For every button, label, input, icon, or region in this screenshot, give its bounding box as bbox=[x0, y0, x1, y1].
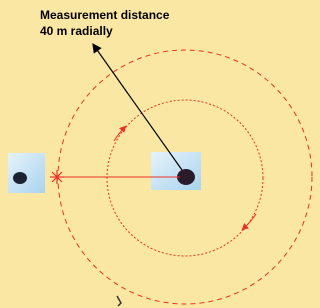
left-device-body bbox=[13, 172, 27, 184]
diagram: Measurement distance 40 m radially bbox=[0, 0, 313, 308]
laser-spot bbox=[50, 170, 64, 184]
page: {"annotation": {"lines": ["Measurement d… bbox=[0, 0, 313, 308]
center-device bbox=[151, 152, 201, 190]
annotation-line: Measurement distance bbox=[40, 8, 170, 22]
left-device bbox=[8, 153, 45, 193]
annotation-line: 40 m radially bbox=[40, 24, 113, 38]
